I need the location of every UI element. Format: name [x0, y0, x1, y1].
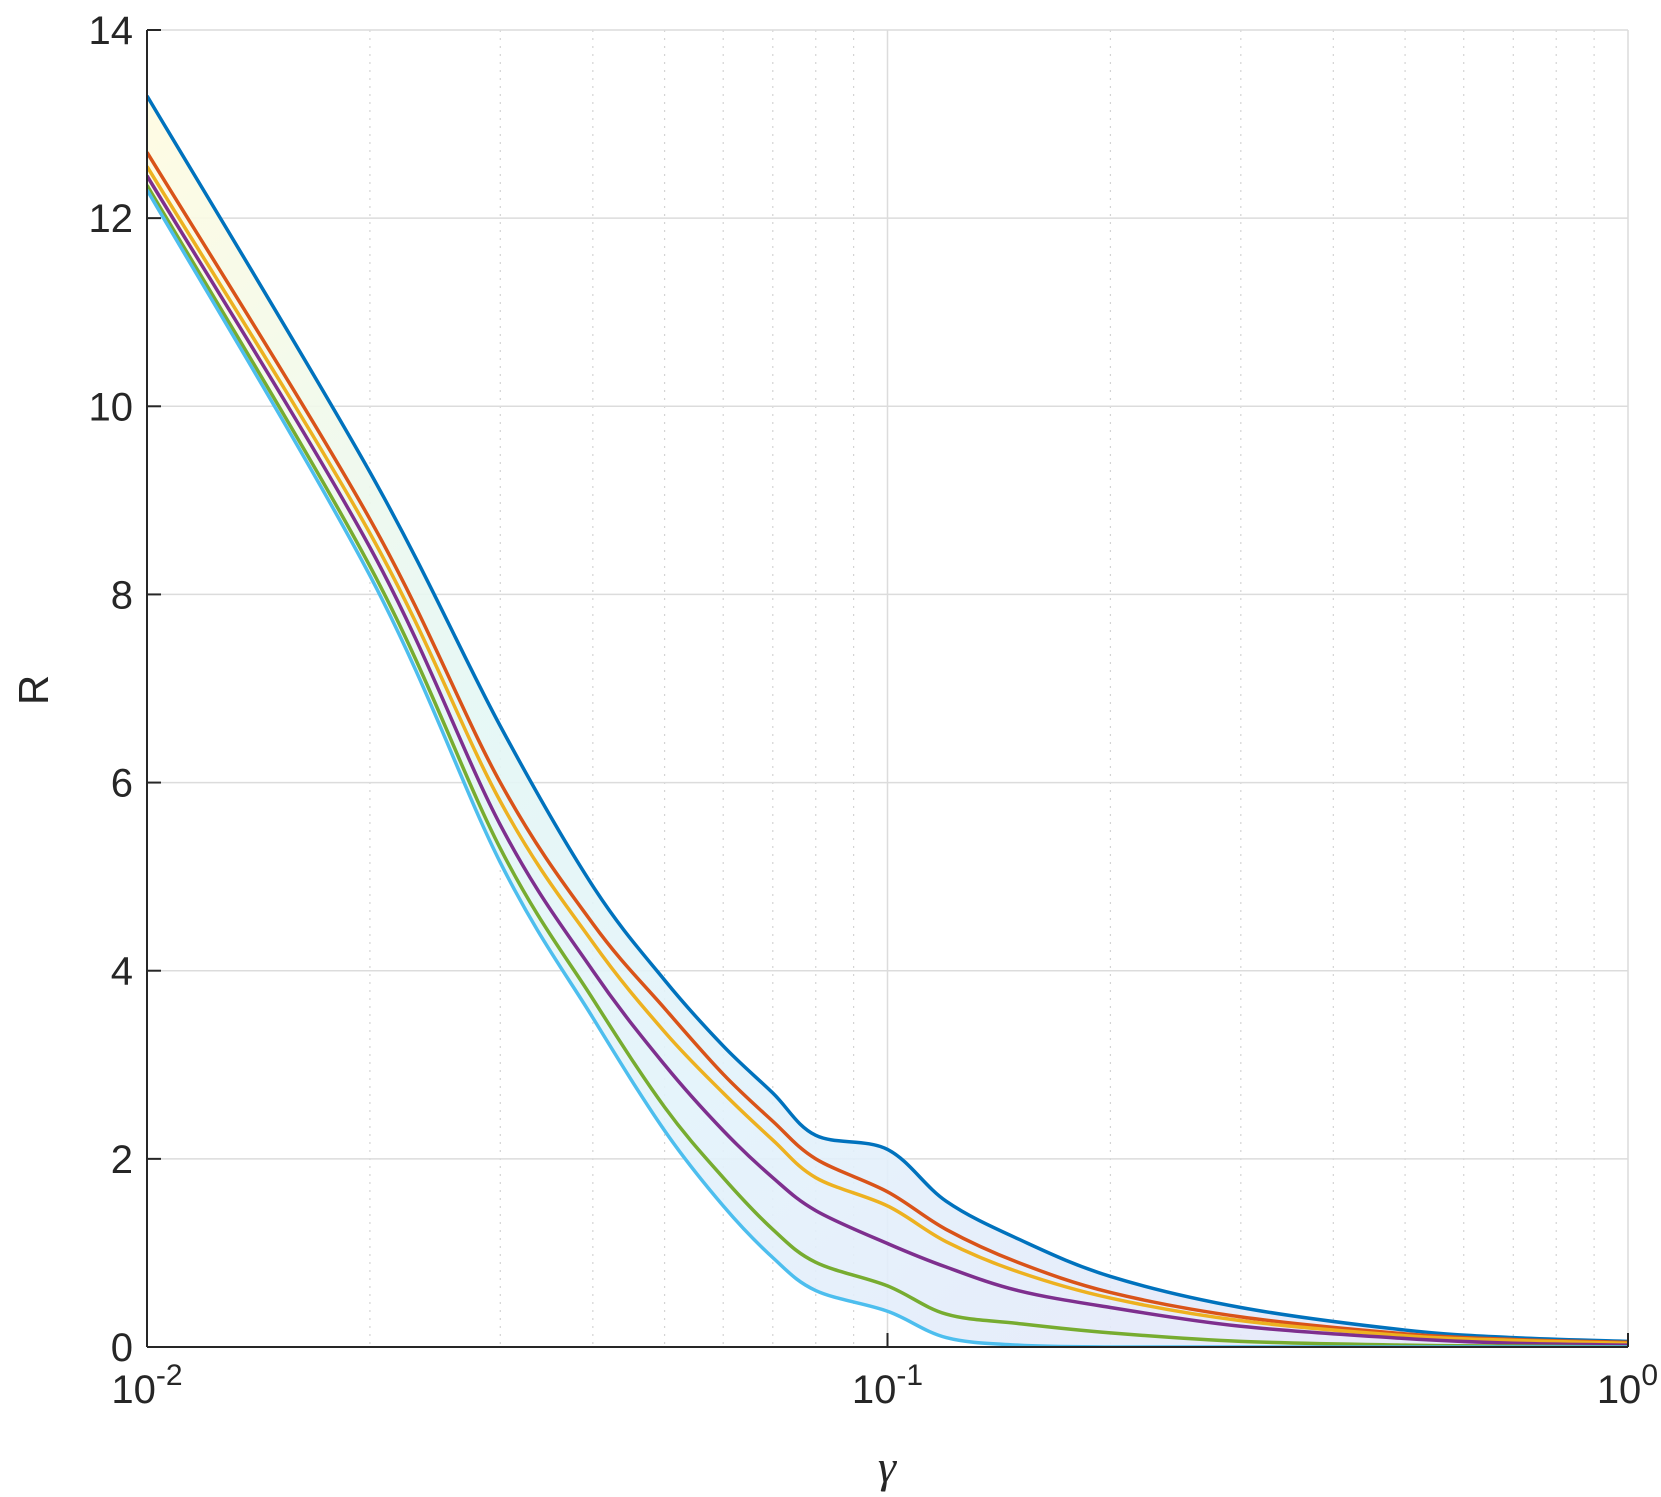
y-tick-group: 0 2 4 6 8 10 12 14 — [89, 9, 161, 1370]
minor-grid — [369, 30, 1595, 1347]
y-tick-label: 2 — [111, 1138, 133, 1182]
series-line-6 — [147, 189, 1628, 1347]
y-tick-label: 8 — [111, 573, 133, 617]
x-tick-group: 10-2 10-1 100 — [111, 1333, 1658, 1412]
y-tick-label: 0 — [111, 1326, 133, 1370]
series-line-2 — [147, 151, 1628, 1345]
x-tick-label: 100 — [1597, 1359, 1658, 1412]
series-line-1 — [147, 94, 1628, 1344]
y-tick-label: 10 — [89, 385, 134, 429]
x-tick-label: 10-2 — [111, 1359, 182, 1412]
series-line-3 — [147, 165, 1628, 1345]
series-layer — [147, 94, 1628, 1347]
x-tick-label: 10-1 — [852, 1359, 923, 1412]
series-line-5 — [147, 184, 1628, 1347]
series-line-4 — [147, 174, 1628, 1347]
x-axis-label: γ — [878, 1441, 898, 1492]
y-tick-label: 12 — [89, 197, 134, 241]
y-tick-label: 6 — [111, 762, 133, 806]
y-axis-label: R — [10, 675, 57, 705]
y-tick-label: 4 — [111, 950, 133, 994]
y-tick-label: 14 — [89, 9, 134, 53]
